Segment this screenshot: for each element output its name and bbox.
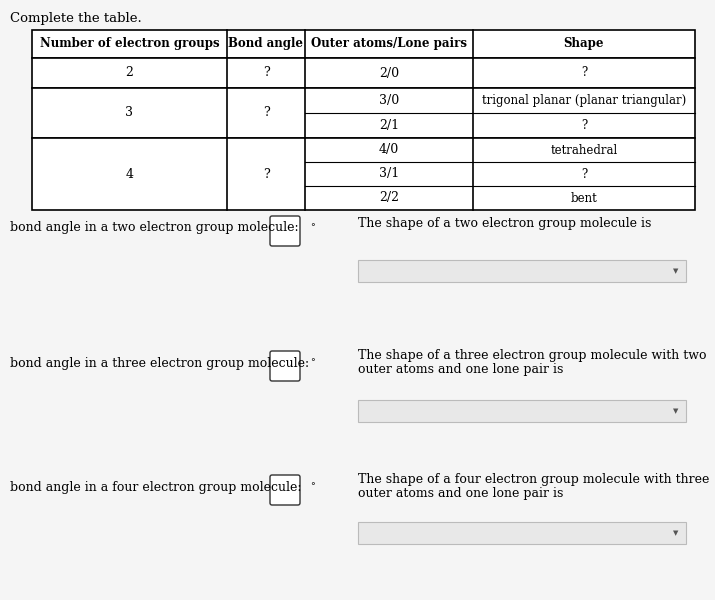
Text: ?: ? <box>262 107 270 119</box>
Text: ?: ? <box>581 119 587 132</box>
Text: 2/0: 2/0 <box>379 67 399 79</box>
Text: trigonal planar (planar triangular): trigonal planar (planar triangular) <box>482 94 686 107</box>
Text: Outer atoms/Lone pairs: Outer atoms/Lone pairs <box>311 37 467 50</box>
Text: 4: 4 <box>126 167 134 181</box>
Bar <box>358 260 686 282</box>
Text: ?: ? <box>262 167 270 181</box>
Bar <box>358 400 686 422</box>
Bar <box>32 30 695 58</box>
Bar <box>32 58 695 88</box>
Text: outer atoms and one lone pair is: outer atoms and one lone pair is <box>358 487 563 500</box>
Text: bond angle in a two electron group molecule:: bond angle in a two electron group molec… <box>10 221 299 235</box>
Text: 3: 3 <box>126 107 134 119</box>
Text: bent: bent <box>571 191 597 205</box>
Text: 2/1: 2/1 <box>379 119 399 132</box>
Text: °: ° <box>310 482 315 491</box>
Text: The shape of a two electron group molecule is: The shape of a two electron group molecu… <box>358 217 651 230</box>
Text: 3/1: 3/1 <box>379 167 399 181</box>
Text: ?: ? <box>581 67 587 79</box>
Text: ?: ? <box>581 167 587 181</box>
FancyBboxPatch shape <box>270 351 300 381</box>
Text: bond angle in a three electron group molecule:: bond angle in a three electron group mol… <box>10 356 309 370</box>
Text: tetrahedral: tetrahedral <box>551 143 618 157</box>
FancyBboxPatch shape <box>270 475 300 505</box>
Text: bond angle in a four electron group molecule:: bond angle in a four electron group mole… <box>10 481 302 493</box>
Text: 2: 2 <box>126 67 134 79</box>
Text: ▼: ▼ <box>674 530 679 536</box>
Text: Complete the table.: Complete the table. <box>10 12 142 25</box>
Text: °: ° <box>310 358 315 367</box>
Text: Shape: Shape <box>563 37 604 50</box>
Text: 3/0: 3/0 <box>379 94 399 107</box>
Bar <box>32 138 695 210</box>
Text: 4/0: 4/0 <box>379 143 399 157</box>
Text: ▼: ▼ <box>674 408 679 414</box>
Text: outer atoms and one lone pair is: outer atoms and one lone pair is <box>358 364 563 377</box>
Text: The shape of a four electron group molecule with three: The shape of a four electron group molec… <box>358 473 709 487</box>
Text: Number of electron groups: Number of electron groups <box>40 37 220 50</box>
Text: 2/2: 2/2 <box>379 191 399 205</box>
Text: The shape of a three electron group molecule with two: The shape of a three electron group mole… <box>358 349 706 362</box>
Text: Bond angle: Bond angle <box>229 37 303 50</box>
Text: °: ° <box>310 223 315 232</box>
FancyBboxPatch shape <box>270 216 300 246</box>
Text: ?: ? <box>262 67 270 79</box>
Bar <box>32 88 695 138</box>
Bar <box>358 522 686 544</box>
Text: ▼: ▼ <box>674 268 679 274</box>
